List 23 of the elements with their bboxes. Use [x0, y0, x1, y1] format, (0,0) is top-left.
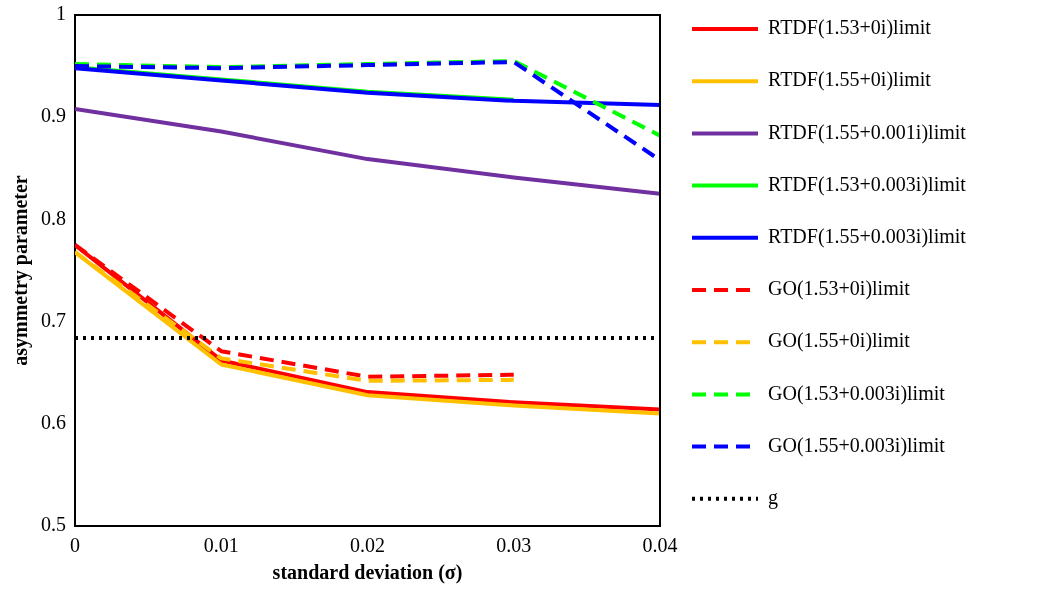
- x-tick-label: 0.03: [496, 534, 532, 557]
- legend-label: GO(1.55+0.003i)limit: [768, 433, 946, 457]
- x-tick-label: 0.02: [350, 534, 385, 557]
- legend-label: RTDF(1.53+0.003i)limit: [768, 172, 967, 196]
- y-axis-title: asymmetry parameter: [9, 175, 33, 366]
- y-tick-label: 0.9: [41, 104, 66, 127]
- y-tick-label: 0.8: [41, 206, 66, 229]
- y-tick-label: 0.7: [41, 308, 66, 331]
- y-tick-label: 1: [56, 2, 66, 25]
- x-axis-title: standard deviation (σ): [272, 561, 463, 585]
- y-tick-label: 0.6: [41, 411, 66, 434]
- x-tick-label: 0: [70, 534, 80, 557]
- legend-label: RTDF(1.53+0i)limit: [768, 16, 932, 40]
- y-tick-label: 0.5: [41, 513, 66, 536]
- legend-label: GO(1.55+0i)limit: [768, 329, 911, 353]
- legend-label: RTDF(1.55+0.001i)limit: [768, 120, 967, 144]
- x-tick-label: 0.01: [203, 534, 239, 557]
- legend-label: GO(1.53+0i)limit: [768, 277, 911, 301]
- legend-label: RTDF(1.55+0.003i)limit: [768, 225, 967, 249]
- x-tick-label: 0.04: [642, 534, 678, 557]
- legend-label: RTDF(1.55+0i)limit: [768, 68, 932, 92]
- legend-label: g: [768, 486, 778, 510]
- legend-label: GO(1.53+0.003i)limit: [768, 381, 946, 405]
